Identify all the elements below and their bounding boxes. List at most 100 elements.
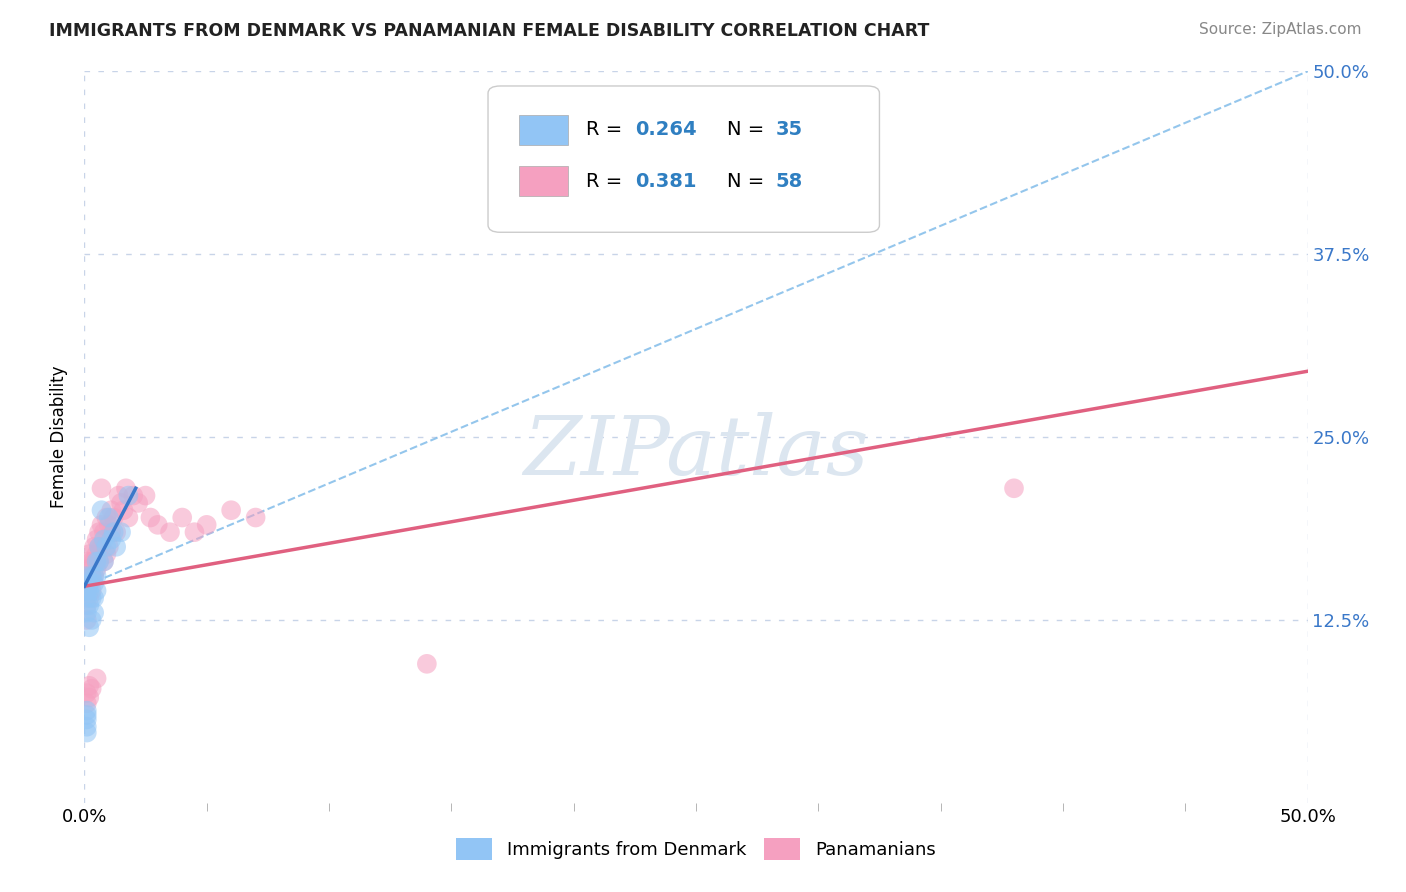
Point xyxy=(115,481,138,495)
Point xyxy=(83,554,105,568)
Text: ZIPatlas: ZIPatlas xyxy=(523,412,869,491)
Point xyxy=(76,569,98,583)
Point xyxy=(96,510,118,524)
Point xyxy=(105,525,128,540)
Point xyxy=(83,606,105,620)
Point xyxy=(103,525,125,540)
Point xyxy=(100,533,122,547)
Point xyxy=(77,562,100,576)
Point xyxy=(76,569,98,583)
Point xyxy=(86,547,108,561)
Point xyxy=(80,569,103,583)
Text: 35: 35 xyxy=(776,120,803,139)
Point xyxy=(87,540,110,554)
Point xyxy=(110,525,132,540)
Point xyxy=(83,569,105,583)
Point xyxy=(117,489,139,503)
Text: 58: 58 xyxy=(776,171,803,191)
Point xyxy=(107,489,129,503)
Point xyxy=(76,554,98,568)
Point xyxy=(93,554,115,568)
FancyBboxPatch shape xyxy=(519,167,568,195)
Point xyxy=(77,690,100,705)
FancyBboxPatch shape xyxy=(488,86,880,232)
Point xyxy=(122,489,145,503)
Point xyxy=(146,517,169,532)
Point xyxy=(87,540,110,554)
Point xyxy=(80,583,103,598)
Point xyxy=(76,686,98,700)
Point xyxy=(90,540,112,554)
Point xyxy=(416,657,439,671)
Point xyxy=(139,510,162,524)
Text: N =: N = xyxy=(727,120,770,139)
Point xyxy=(77,576,100,591)
Point xyxy=(245,510,267,524)
Point xyxy=(83,569,105,583)
Point xyxy=(90,481,112,495)
Point xyxy=(86,562,108,576)
Point xyxy=(195,517,218,532)
Point xyxy=(172,510,194,524)
Point xyxy=(97,517,120,532)
Point xyxy=(135,489,157,503)
Point xyxy=(77,591,100,605)
Text: R =: R = xyxy=(586,171,628,191)
Point xyxy=(77,679,100,693)
Point xyxy=(76,606,98,620)
Point xyxy=(76,591,98,605)
Point xyxy=(87,554,110,568)
Point xyxy=(76,720,98,734)
Point xyxy=(77,620,100,634)
Point xyxy=(183,525,205,540)
Point xyxy=(76,708,98,723)
Point xyxy=(76,583,98,598)
Y-axis label: Female Disability: Female Disability xyxy=(51,366,69,508)
Point xyxy=(90,503,112,517)
Point xyxy=(76,599,98,613)
Text: IMMIGRANTS FROM DENMARK VS PANAMANIAN FEMALE DISABILITY CORRELATION CHART: IMMIGRANTS FROM DENMARK VS PANAMANIAN FE… xyxy=(49,22,929,40)
Point xyxy=(80,681,103,696)
Point xyxy=(112,503,135,517)
Point xyxy=(93,533,115,547)
Point xyxy=(219,503,242,517)
Point xyxy=(76,725,98,739)
Point xyxy=(77,547,100,561)
Point xyxy=(103,510,125,524)
Point xyxy=(76,713,98,727)
Point xyxy=(96,547,118,561)
Point xyxy=(80,554,103,568)
Legend: Immigrants from Denmark, Panamanians: Immigrants from Denmark, Panamanians xyxy=(457,838,935,860)
Point xyxy=(90,517,112,532)
Point xyxy=(83,591,105,605)
Point xyxy=(100,503,122,517)
Point xyxy=(97,510,120,524)
Point xyxy=(127,496,149,510)
Text: 0.381: 0.381 xyxy=(636,171,696,191)
Point xyxy=(77,599,100,613)
Point xyxy=(76,583,98,598)
Point xyxy=(93,525,115,540)
Text: N =: N = xyxy=(727,171,770,191)
Point xyxy=(76,696,98,710)
Point xyxy=(159,525,181,540)
Point xyxy=(80,613,103,627)
Point xyxy=(110,496,132,510)
Point xyxy=(86,583,108,598)
Point xyxy=(83,540,105,554)
Point xyxy=(80,591,103,605)
Point xyxy=(117,510,139,524)
Point xyxy=(1002,481,1025,495)
Point xyxy=(87,554,110,568)
Text: Source: ZipAtlas.com: Source: ZipAtlas.com xyxy=(1198,22,1361,37)
Point xyxy=(76,613,98,627)
Point xyxy=(86,554,108,568)
Point xyxy=(77,576,100,591)
FancyBboxPatch shape xyxy=(519,115,568,145)
Point xyxy=(83,576,105,591)
Point xyxy=(105,540,128,554)
Point xyxy=(100,525,122,540)
Text: R =: R = xyxy=(586,120,628,139)
Point xyxy=(76,704,98,718)
Text: 0.264: 0.264 xyxy=(636,120,696,139)
